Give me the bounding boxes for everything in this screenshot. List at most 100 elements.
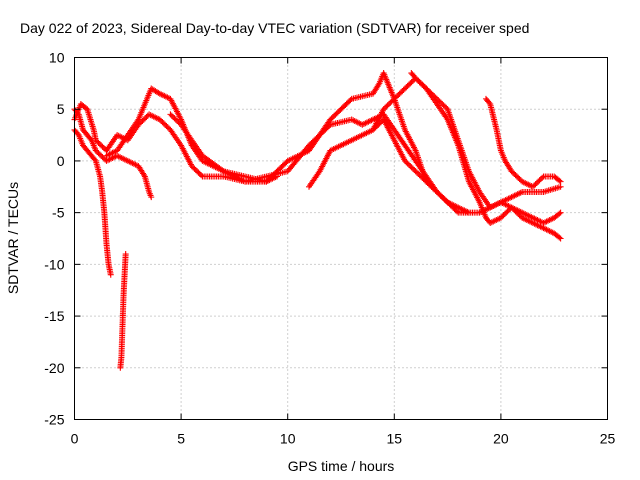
data-point-marker [529,183,536,190]
data-point-marker [486,99,493,106]
data-point-marker [403,159,410,166]
data-point-marker [503,209,510,216]
data-point-marker [99,143,106,150]
data-point-marker [389,97,396,104]
data-point-marker [412,168,419,175]
data-point-marker [532,181,539,188]
data-point-marker [158,117,165,124]
data-point-marker [96,151,103,158]
data-point-marker [501,210,508,217]
y-tick-label: -10 [44,256,64,272]
data-point-marker [437,192,444,199]
data-point-marker [515,174,522,181]
data-point-marker [74,130,81,137]
data-point-marker [537,176,544,183]
data-point-marker [391,95,398,102]
data-point-marker [170,113,177,120]
data-point-marker [407,163,414,170]
y-tick-label: -20 [44,360,64,376]
data-point-marker [195,169,202,176]
data-point-marker [405,161,412,168]
chart-title: Day 022 of 2023, Sidereal Day-to-day VTE… [20,20,529,36]
data-point-marker [407,80,414,87]
data-point-marker [437,99,444,106]
data-point-marker [508,204,515,211]
data-point-marker [401,85,408,92]
data-point-marker [557,235,564,242]
y-tick-label: 0 [57,153,65,169]
x-tick-label: 10 [280,431,296,447]
data-point-marker [415,77,422,84]
data-point-marker [122,251,129,258]
data-point-marker [421,177,428,184]
series-track-5 [103,85,281,185]
data-point-marker [433,188,440,195]
data-point-marker [167,111,174,118]
data-point-marker [508,168,515,175]
data-point-marker [439,101,446,108]
data-point-marker [139,117,146,124]
data-point-marker [443,104,450,111]
data-point-marker [396,90,403,97]
series-track-10 [482,95,564,190]
data-point-marker [190,164,197,171]
data-point-marker [513,209,520,216]
data-point-marker [413,169,420,176]
data-point-marker [347,97,354,104]
data-point-marker [557,178,564,185]
data-markers [71,70,564,371]
data-point-marker [425,181,432,188]
data-point-marker [415,170,422,177]
data-point-marker [516,176,523,183]
data-point-marker [174,117,181,124]
data-point-marker [511,170,518,177]
data-point-marker [401,157,408,164]
data-point-marker [393,93,400,100]
data-point-marker [408,164,415,171]
data-point-marker [163,123,170,130]
data-point-marker [171,115,178,122]
data-point-marker [439,194,446,201]
series-track-9 [408,70,564,242]
data-point-marker [403,84,410,91]
data-point-marker [429,185,436,192]
data-point-marker [435,190,442,197]
data-point-marker [142,115,149,122]
data-point-marker [516,212,523,219]
data-point-marker [400,86,407,93]
data-point-marker [417,173,424,180]
data-point-marker [87,135,94,142]
data-point-marker [409,77,416,84]
data-point-marker [148,194,155,201]
data-point-marker [98,152,105,159]
data-point-marker [556,210,563,217]
y-axis-label: SDTVAR / TECUs [5,182,21,294]
series-track-2 [71,126,114,278]
data-point-marker [533,179,540,186]
data-point-marker [381,104,388,111]
data-point-marker [392,94,399,101]
data-point-marker [96,141,103,148]
data-point-marker [159,119,166,126]
data-point-marker [388,98,395,105]
series-track-8 [369,75,564,226]
data-point-marker [74,110,81,117]
data-point-marker [219,167,226,174]
data-point-marker [436,191,443,198]
data-point-marker [395,91,402,98]
data-point-marker [557,209,564,216]
data-point-marker [95,139,102,146]
data-point-marker [512,208,519,215]
data-point-marker [387,99,394,106]
data-point-marker [164,124,171,131]
data-point-marker [191,165,198,172]
data-point-marker [419,81,426,88]
data-point-marker [416,79,423,86]
data-point-marker [91,156,98,163]
data-point-marker [175,119,182,126]
data-point-marker [556,177,563,184]
data-point-marker [405,81,412,88]
data-point-marker [194,168,201,175]
data-point-marker [424,179,431,186]
x-tick-label: 25 [600,431,616,447]
